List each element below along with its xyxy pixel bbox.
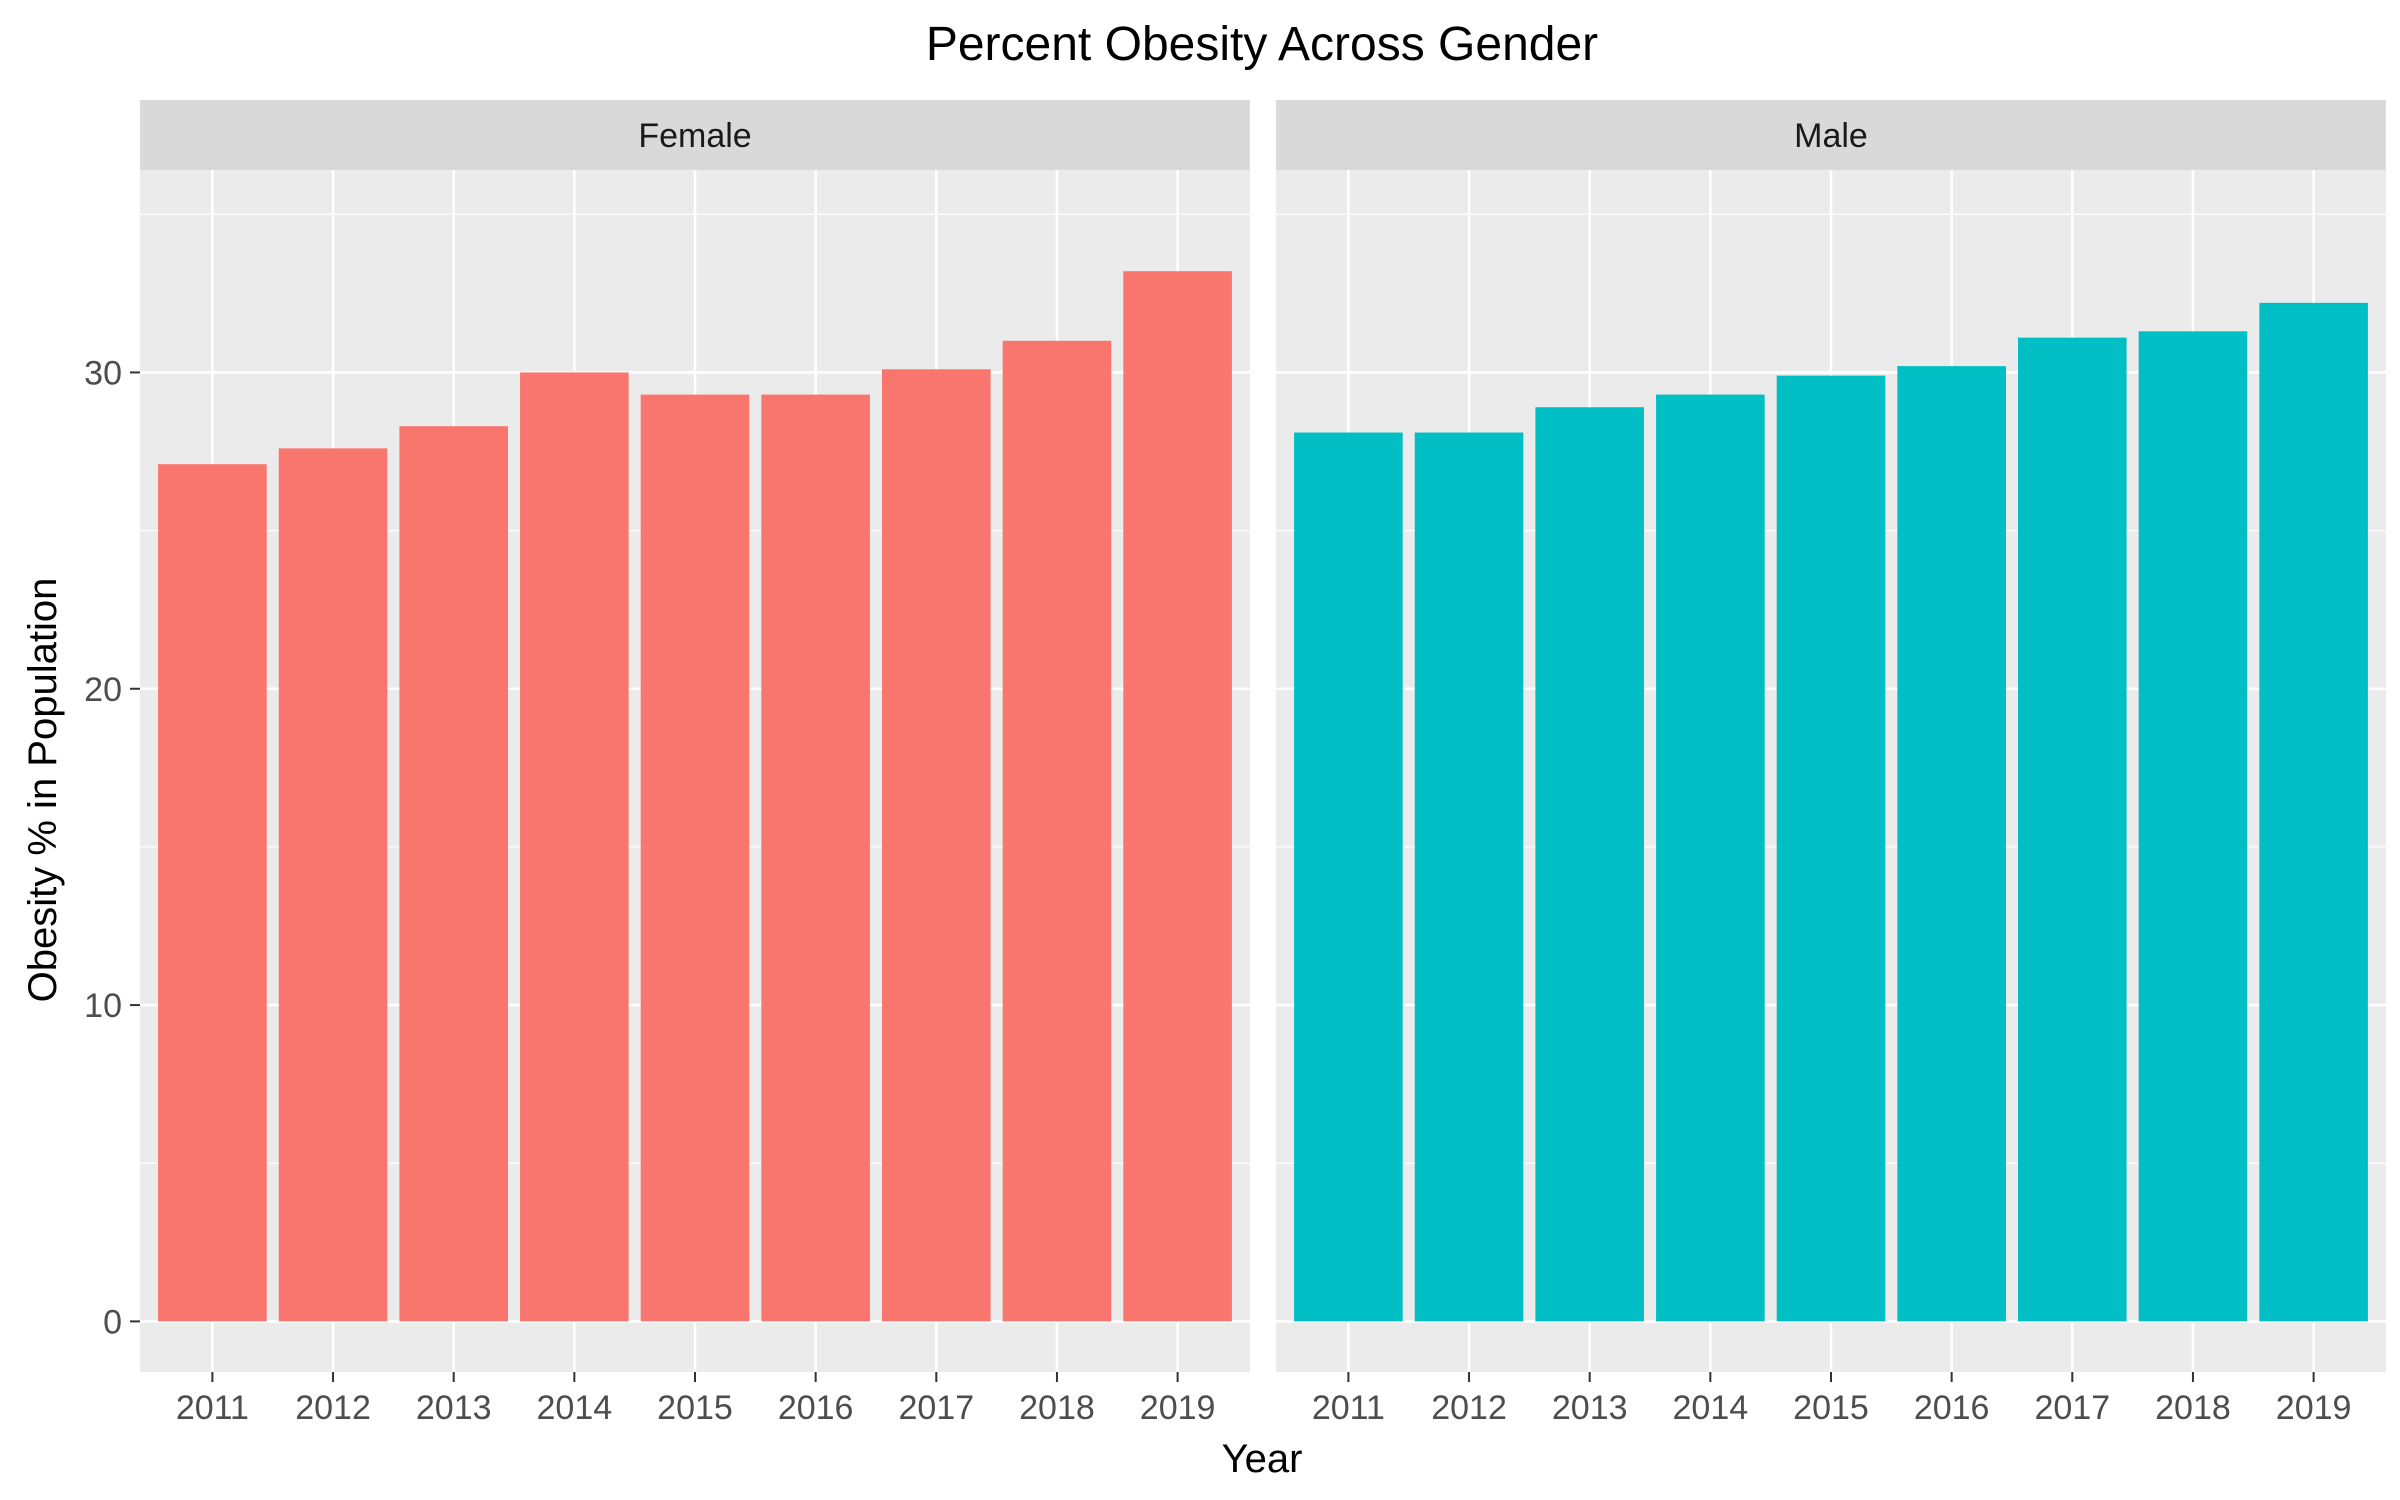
facet-panels: Female 2011 2012 2013 2014 2015 2016 2017 2018 20… xyxy=(84,100,2386,1427)
bar-female-2013 xyxy=(399,426,508,1322)
bar-female-2019 xyxy=(1123,271,1232,1322)
x-tick-label: 2018 xyxy=(2155,1389,2231,1427)
bar-female-2018 xyxy=(1002,340,1112,1322)
bar-male-2012 xyxy=(1414,432,1524,1322)
y-tick-label: 0 xyxy=(103,1303,122,1341)
x-tick-label: 2014 xyxy=(1673,1389,1749,1427)
bar-female-2012 xyxy=(278,448,388,1322)
x-tick-label: 2012 xyxy=(1431,1389,1507,1427)
bar-female-2015 xyxy=(640,394,750,1322)
bar-male-2018 xyxy=(2138,331,2248,1322)
x-tick-label: 2011 xyxy=(1312,1389,1385,1427)
x-tick-label: 2016 xyxy=(1914,1389,1990,1427)
x-tick-label: 2011 xyxy=(176,1389,249,1427)
x-tick-label: 2013 xyxy=(416,1389,492,1427)
y-tick-label: 10 xyxy=(84,987,122,1025)
facet-strip xyxy=(140,100,1250,170)
x-tick-label: 2019 xyxy=(2276,1389,2352,1427)
facet-strip xyxy=(1276,100,2386,170)
x-tick-label: 2014 xyxy=(537,1389,613,1427)
y-axis-label: Obesity % in Population xyxy=(21,578,65,1003)
bar-female-2011 xyxy=(158,464,267,1322)
facet-label: Female xyxy=(638,117,751,155)
bar-male-2017 xyxy=(2018,337,2127,1322)
bar-male-2019 xyxy=(2259,302,2368,1322)
y-tick-label: 20 xyxy=(84,671,122,709)
x-tick-label: 2018 xyxy=(1019,1389,1095,1427)
bar-female-2016 xyxy=(761,394,870,1322)
x-tick-label: 2019 xyxy=(1140,1389,1216,1427)
x-axis-label: Year xyxy=(1222,1437,1303,1481)
bar-male-2013 xyxy=(1535,407,1644,1322)
x-tick-label: 2012 xyxy=(295,1389,371,1427)
x-tick-label: 2017 xyxy=(2034,1389,2110,1427)
facet-label: Male xyxy=(1794,117,1868,155)
x-tick-label: 2013 xyxy=(1552,1389,1628,1427)
x-tick-label: 2016 xyxy=(778,1389,854,1427)
x-tick-label: 2017 xyxy=(898,1389,974,1427)
bar-male-2011 xyxy=(1294,432,1403,1322)
bar-female-2014 xyxy=(520,372,629,1322)
x-tick-label: 2015 xyxy=(1793,1389,1869,1427)
bar-male-2016 xyxy=(1897,366,2006,1322)
bar-male-2014 xyxy=(1656,394,1765,1322)
y-tick-label: 30 xyxy=(84,354,122,392)
bar-male-2015 xyxy=(1776,375,1886,1322)
chart-title: Percent Obesity Across Gender xyxy=(926,18,1598,71)
bar-female-2017 xyxy=(882,369,991,1322)
x-tick-label: 2015 xyxy=(657,1389,733,1427)
